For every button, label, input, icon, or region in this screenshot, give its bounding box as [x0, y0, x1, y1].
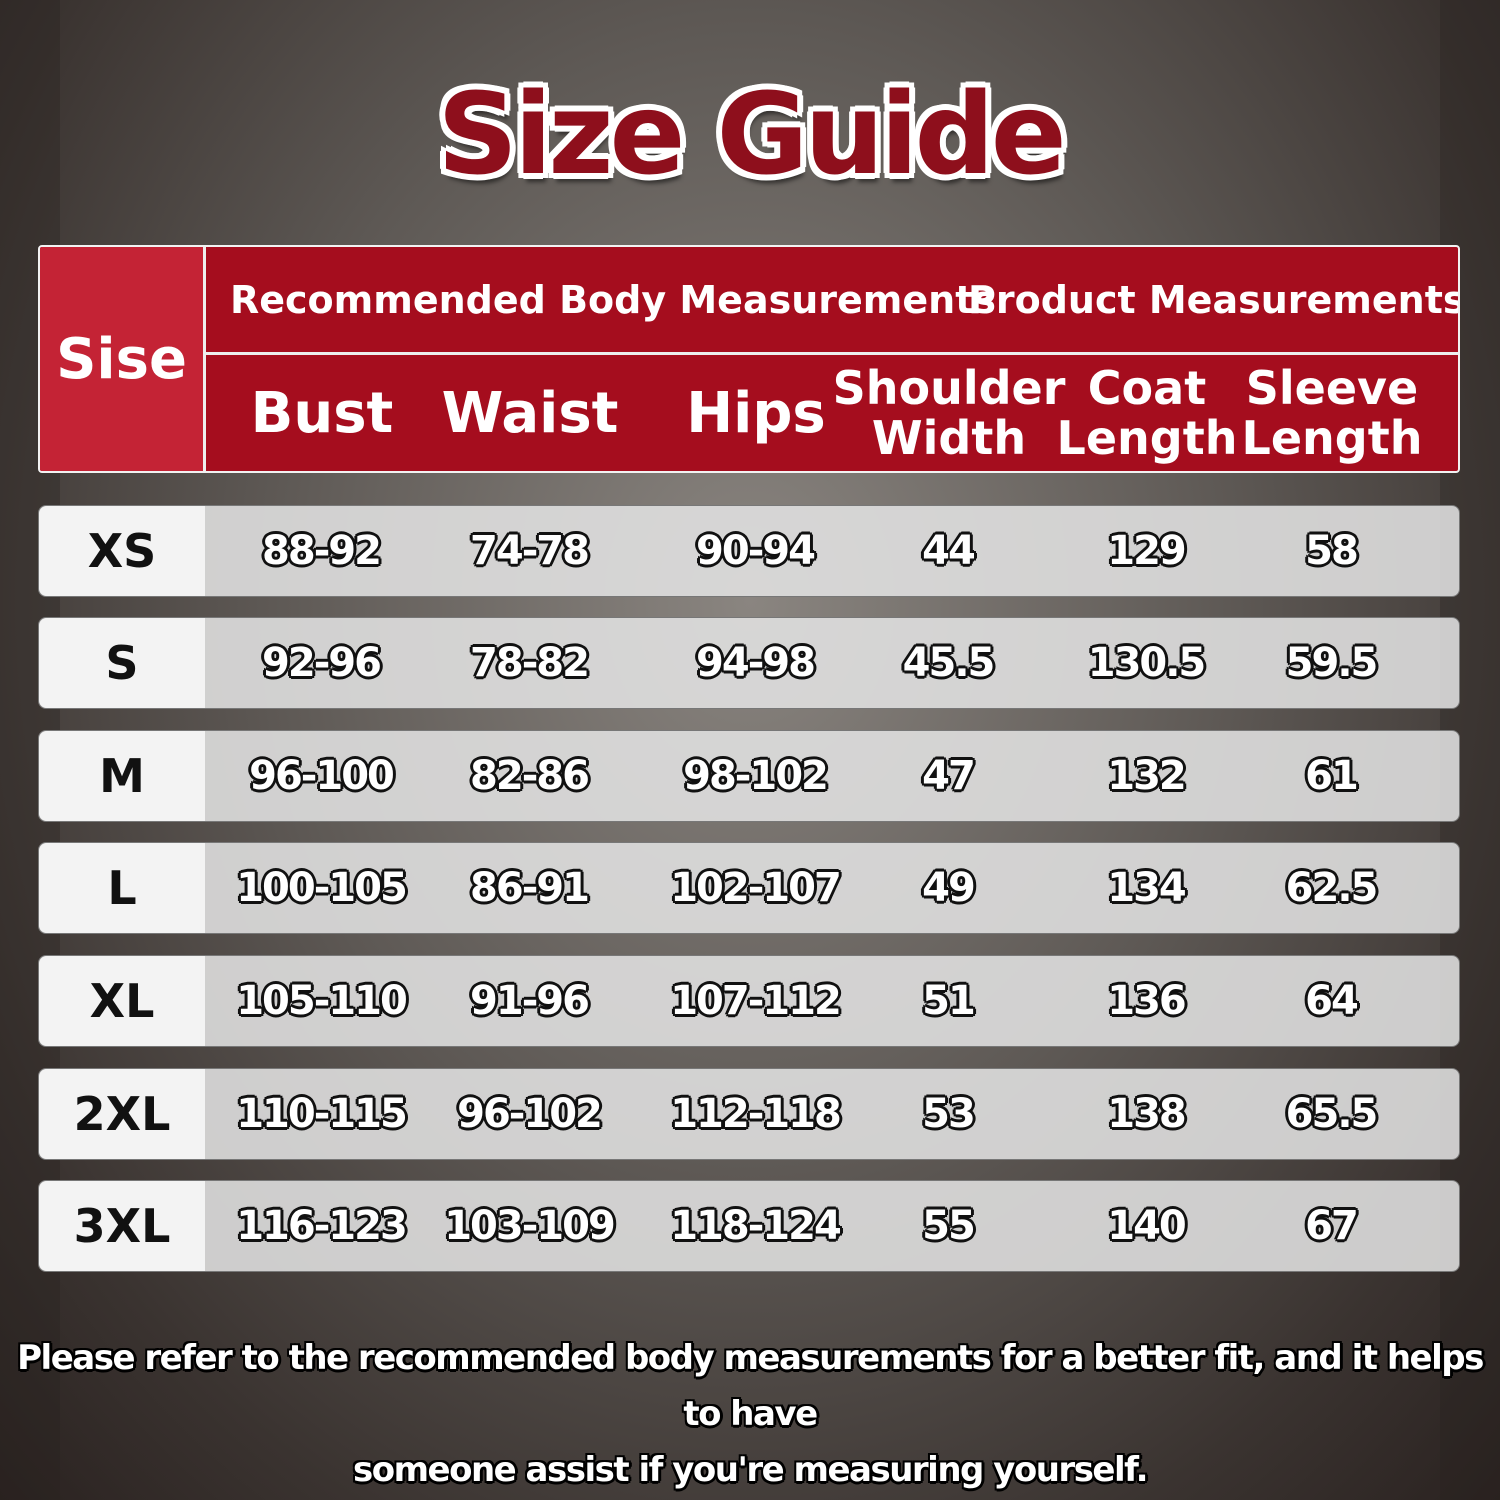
coat-length-cell: 140	[1107, 1203, 1186, 1249]
size-cell: 3XL	[39, 1181, 205, 1271]
coat-length-cell: 130.5	[1087, 640, 1207, 686]
column-header-waist: Waist	[441, 380, 619, 446]
table-row: L 100-105 86-91 102-107 49 134 62.5	[38, 842, 1460, 934]
hips-cell: 118-124	[670, 1203, 842, 1249]
bust-cell: 116-123	[236, 1203, 408, 1249]
sleeve-length-cell: 59.5	[1285, 640, 1379, 686]
waist-cell: 96-102	[457, 1091, 603, 1137]
coat-length-cell: 138	[1107, 1091, 1186, 1137]
column-header-shoulder-width: Shoulder Width	[832, 361, 1066, 465]
shoulder-width-cell: 53	[922, 1091, 976, 1137]
size-cell: XS	[39, 506, 205, 596]
table-row: 3XL 116-123 103-109 118-124 55 140 67	[38, 1180, 1460, 1272]
size-cell: M	[39, 731, 205, 821]
waist-cell: 91-96	[470, 978, 590, 1024]
table-row: S 92-96 78-82 94-98 45.5 130.5 59.5	[38, 617, 1460, 709]
column-header-hips: Hips	[686, 380, 826, 446]
bust-cell: 88-92	[262, 528, 382, 574]
hips-cell: 112-118	[670, 1091, 842, 1137]
sleeve-length-cell: 62.5	[1285, 865, 1379, 911]
waist-cell: 78-82	[470, 640, 590, 686]
shoulder-width-cell: 49	[922, 865, 976, 911]
bust-cell: 105-110	[236, 978, 408, 1024]
column-header-bust: Bust	[250, 380, 394, 446]
table-row: M 96-100 82-86 98-102 47 132 61	[38, 730, 1460, 822]
hips-cell: 98-102	[683, 753, 829, 799]
size-cell: 2XL	[39, 1069, 205, 1159]
page-title: Size Guide	[437, 70, 1066, 200]
table-header: Sise Recommended Body Measurements Produ…	[38, 245, 1460, 473]
footer-note: Please refer to the recommended body mea…	[0, 1330, 1500, 1498]
header-divider	[206, 352, 1458, 355]
bust-cell: 96-100	[249, 753, 395, 799]
sleeve-length-cell: 61	[1305, 753, 1359, 799]
shoulder-width-cell: 51	[922, 978, 976, 1024]
shoulder-width-cell: 47	[922, 753, 976, 799]
waist-cell: 103-109	[444, 1203, 616, 1249]
size-column-header: Sise	[40, 247, 206, 471]
coat-length-cell: 129	[1107, 528, 1186, 574]
table-row: XL 105-110 91-96 107-112 51 136 64	[38, 955, 1460, 1047]
size-cell: S	[39, 618, 205, 708]
bust-cell: 92-96	[262, 640, 382, 686]
shoulder-width-cell: 55	[922, 1203, 976, 1249]
hips-cell: 107-112	[670, 978, 842, 1024]
sleeve-length-cell: 64	[1305, 978, 1359, 1024]
column-header-sleeve-length: Sleeve Length	[1241, 361, 1423, 465]
hips-cell: 94-98	[696, 640, 816, 686]
coat-length-cell: 132	[1107, 753, 1186, 799]
footer-line-2: someone assist if you're measuring yours…	[353, 1450, 1149, 1490]
coat-length-cell: 134	[1107, 865, 1186, 911]
table-row: XS 88-92 74-78 90-94 44 129 58	[38, 505, 1460, 597]
size-cell: L	[39, 843, 205, 933]
group-header-product: Product Measurements	[968, 277, 1460, 322]
hips-cell: 90-94	[696, 528, 816, 574]
bust-cell: 110-115	[236, 1091, 408, 1137]
bust-cell: 100-105	[236, 865, 408, 911]
table-row: 2XL 110-115 96-102 112-118 53 138 65.5	[38, 1068, 1460, 1160]
size-cell: XL	[39, 956, 205, 1046]
sleeve-length-cell: 65.5	[1285, 1091, 1379, 1137]
waist-cell: 86-91	[470, 865, 590, 911]
column-header-coat-length: Coat Length	[1056, 361, 1238, 465]
waist-cell: 74-78	[470, 528, 590, 574]
footer-line-1: Please refer to the recommended body mea…	[17, 1338, 1484, 1434]
group-header-body: Recommended Body Measurements	[230, 277, 996, 322]
waist-cell: 82-86	[470, 753, 590, 799]
shoulder-width-cell: 44	[922, 528, 976, 574]
sleeve-length-cell: 67	[1305, 1203, 1359, 1249]
sleeve-length-cell: 58	[1305, 528, 1359, 574]
shoulder-width-cell: 45.5	[902, 640, 996, 686]
coat-length-cell: 136	[1107, 978, 1186, 1024]
hips-cell: 102-107	[670, 865, 842, 911]
